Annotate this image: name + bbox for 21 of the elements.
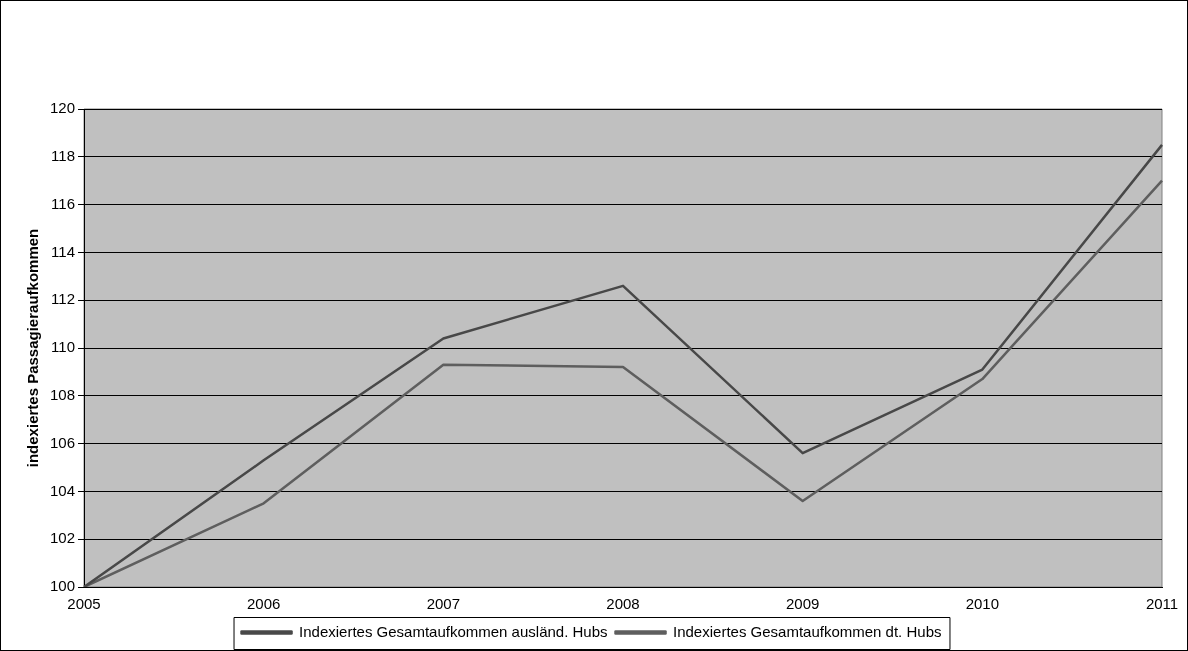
y-tick-label: 120 (50, 99, 76, 117)
x-tick-label: 2005 (67, 595, 101, 613)
legend-label: Indexiertes Gesamtaufkommen dt. Hubs (673, 622, 942, 640)
x-tick-label: 2007 (426, 595, 461, 613)
y-tick-label: 118 (51, 146, 76, 164)
y-tick-label: 108 (50, 385, 76, 403)
y-tick-label: 100 (50, 577, 76, 595)
legend-label: Indexiertes Gesamtaufkommen ausländ. Hubs (299, 622, 608, 640)
y-axis-title: indexiertes Passagieraufkommen (24, 228, 42, 468)
y-tick-label: 102 (50, 529, 76, 547)
x-tick-label: 2006 (247, 595, 281, 613)
y-tick-label: 114 (51, 242, 76, 260)
y-tick-label: 110 (51, 338, 76, 356)
x-tick-label: 2009 (785, 595, 820, 613)
y-tick-label: 112 (51, 290, 76, 308)
y-tick-label: 106 (50, 433, 76, 451)
x-tick-label: 2008 (606, 595, 640, 613)
y-tick-label: 104 (50, 481, 76, 499)
x-tick-label: 2011 (1145, 595, 1179, 613)
y-tick-label: 116 (51, 194, 76, 212)
x-tick-label: 2010 (965, 595, 1000, 613)
